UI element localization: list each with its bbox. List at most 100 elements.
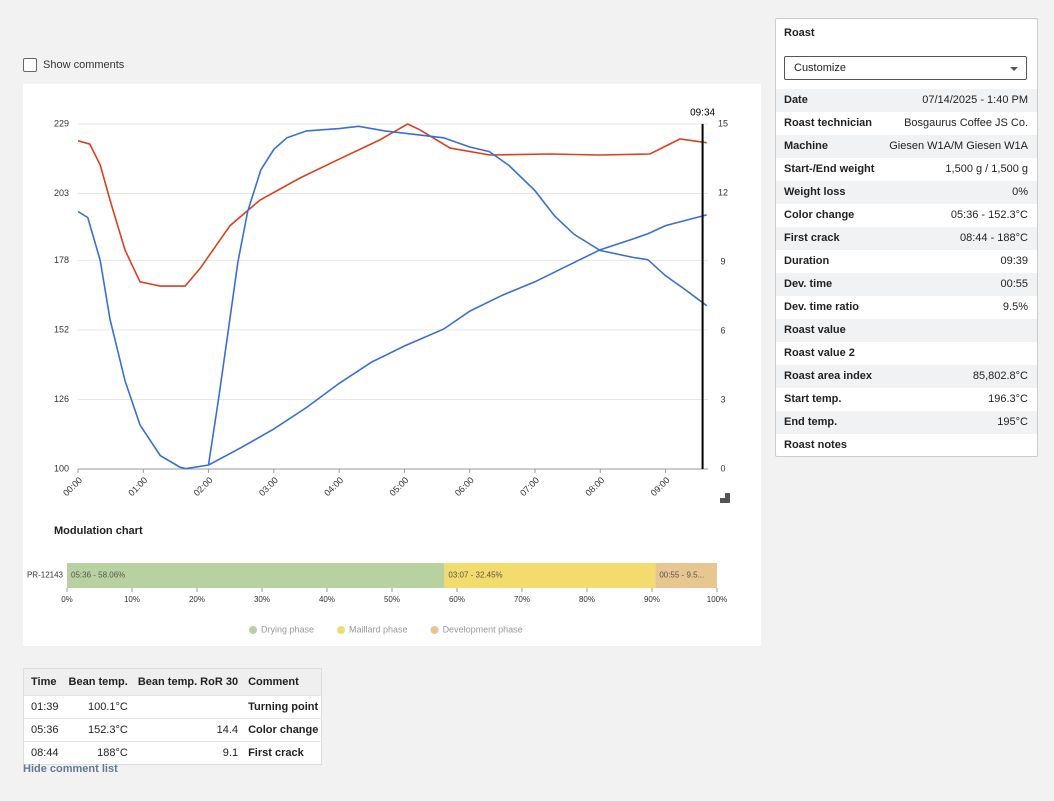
- x-tick-label: 0%: [61, 595, 73, 604]
- field-label: First crack: [784, 232, 840, 244]
- field-value: 0%: [1012, 186, 1028, 198]
- table-cell: [131, 696, 241, 719]
- y2-tick-label: 9: [720, 256, 725, 266]
- field-value: 85,802.8°C: [973, 370, 1028, 382]
- field-label: Start-/End weight: [784, 163, 874, 175]
- roast-panel: Roast Customize Date07/14/2025 - 1:40 PM…: [775, 18, 1038, 457]
- table-cell: 14.4: [131, 719, 241, 742]
- y-tick-label: 126: [54, 394, 69, 404]
- x-tick-label: 100%: [707, 595, 727, 604]
- dropdown-caret: [1010, 67, 1018, 71]
- y2-tick-label: 15: [718, 118, 728, 128]
- table-cell: 100.1°C: [62, 696, 131, 719]
- x-tick-label: 30%: [254, 595, 270, 604]
- panel-row: Date07/14/2025 - 1:40 PM: [776, 89, 1037, 112]
- header-row: TimeBean temp.Bean temp. RoR 30Comment: [24, 669, 322, 696]
- panel-row: Roast value 2: [776, 342, 1037, 365]
- dropdown[interactable]: Customize: [784, 56, 1027, 80]
- table-cell: Color change: [241, 719, 322, 742]
- table-cell: 08:44: [24, 742, 62, 765]
- panel-row: Roast area index 85,802.8°C: [776, 365, 1037, 388]
- y2-tick-label: 3: [720, 394, 725, 404]
- hide-link[interactable]: Hide comment list: [23, 763, 118, 775]
- y-tick-label: 178: [54, 255, 69, 265]
- x-tick-label: 20%: [189, 595, 205, 604]
- panel-row: Roast value: [776, 319, 1037, 342]
- export-icon[interactable]: [720, 493, 730, 503]
- panel-row: Color change 05:36 - 152.3°C: [776, 204, 1037, 227]
- y-tick-label: 229: [54, 118, 69, 128]
- y-tick-label: 152: [54, 324, 69, 334]
- segment-label: 03:07 - 32.45%: [448, 571, 502, 580]
- field-label: Dev. time: [784, 278, 832, 290]
- y2-tick-label: 12: [718, 187, 728, 197]
- dropdown-text: Customize: [794, 62, 846, 74]
- table-cell: 05:36: [24, 719, 62, 742]
- legend-label: Development phase: [443, 624, 523, 634]
- panel-row: MachineGiesen W1A/M Giesen W1A: [776, 135, 1037, 158]
- field-value: 00:55: [1000, 278, 1028, 290]
- field-label: Roast value 2: [784, 347, 855, 359]
- field-label: Weight loss: [784, 186, 846, 198]
- panel-row: Duration 09:39: [776, 250, 1037, 273]
- field-value: Giesen W1A/M Giesen W1A: [889, 140, 1028, 152]
- panel-row: Start temp. 196.3°C: [776, 388, 1037, 411]
- field-label: Roast technician: [784, 117, 872, 129]
- field-value: 05:36 - 152.3°C: [951, 209, 1028, 221]
- field-label: Roast value: [784, 324, 846, 336]
- x-tick-label: 10%: [124, 595, 140, 604]
- legend-swatch: [249, 626, 257, 634]
- chart-title: Modulation chart: [54, 525, 143, 537]
- field-label: Roast area index: [784, 370, 872, 382]
- field-value: 09:39: [1000, 255, 1028, 267]
- field-value: 196.3°C: [988, 393, 1028, 405]
- x-tick-label: 60%: [449, 595, 465, 604]
- field-label: End temp.: [784, 416, 837, 428]
- x-tick-label: 40%: [319, 595, 335, 604]
- y2-tick-label: 0: [720, 463, 725, 473]
- panel-title: Roast: [784, 27, 815, 39]
- panel-row: Dev. time 00:55: [776, 273, 1037, 296]
- panel-row: Weight loss 0%: [776, 181, 1037, 204]
- x-tick-label: 80%: [579, 595, 595, 604]
- table-cell: 9.1: [131, 742, 241, 765]
- column-header: Bean temp. RoR 30: [131, 669, 241, 696]
- panel-row: Dev. time ratio9.5%: [776, 296, 1037, 319]
- field-value: 9.5%: [1003, 301, 1028, 313]
- y-tick-label: 100: [54, 463, 69, 473]
- field-label: Color change: [784, 209, 854, 221]
- field-label: Start temp.: [784, 393, 841, 405]
- x-tick-label: 70%: [514, 595, 530, 604]
- table-cell: 01:39: [24, 696, 62, 719]
- table-cell: Turning point: [241, 696, 322, 719]
- legend-label: Drying phase: [261, 624, 314, 634]
- panel-row: First crack 08:44 - 188°C: [776, 227, 1037, 250]
- legend-label: Maillard phase: [349, 624, 408, 634]
- field-value: Bosgaurus Coffee JS Co.: [904, 117, 1028, 129]
- y-tick-label: 203: [54, 188, 69, 198]
- segment-label: 00:55 - 9.5...: [659, 571, 704, 580]
- column-header: Bean temp.: [62, 669, 131, 696]
- field-label: Date: [784, 94, 808, 106]
- field-label: Roast notes: [784, 439, 847, 451]
- table-row: 05:36152.3°C14.4Color change: [24, 719, 322, 742]
- x-tick-label: 50%: [384, 595, 400, 604]
- checkbox-label[interactable]: Show comments: [43, 59, 124, 71]
- table-body: 01:39100.1°C Turning point05:36152.3°C14.…: [24, 696, 322, 765]
- x-tick-label: 90%: [644, 595, 660, 604]
- checkbox[interactable]: [23, 58, 37, 72]
- y2-tick-label: 6: [720, 325, 725, 335]
- chart-card: [23, 84, 761, 646]
- field-label: Duration: [784, 255, 829, 267]
- legend-swatch: [337, 626, 345, 634]
- column-header: Time: [24, 669, 62, 696]
- icon-cut: [720, 493, 725, 498]
- category-label: PR-12143: [27, 571, 64, 580]
- table-cell: First crack: [241, 742, 322, 765]
- field-value: 08:44 - 188°C: [960, 232, 1028, 244]
- field-value: 1,500 g / 1,500 g: [945, 163, 1028, 175]
- panel-row: Start-/End weight 1,500 g / 1,500 g: [776, 158, 1037, 181]
- table-row: 01:39100.1°C Turning point: [24, 696, 322, 719]
- legend-swatch: [431, 626, 439, 634]
